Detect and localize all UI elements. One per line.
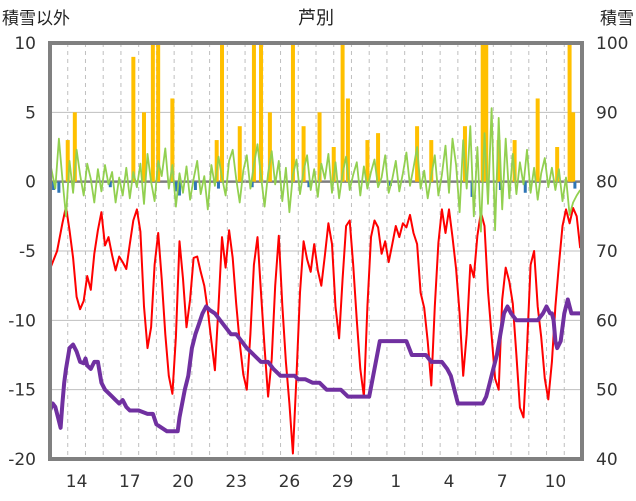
- snowfall-bar: [259, 43, 264, 182]
- snowfall-bar: [365, 140, 370, 182]
- y-tick-label-right: 40: [596, 450, 618, 470]
- y-tick-label-left: 5: [25, 103, 36, 123]
- y-tick-label-left: -5: [19, 242, 36, 262]
- y-tick-label-right: 80: [596, 173, 618, 193]
- snowfall-bar: [220, 43, 225, 182]
- x-tick-label: 4: [444, 472, 455, 492]
- snowfall-bar: [429, 140, 434, 182]
- y-axis-label-left: 積雪以外: [2, 9, 70, 29]
- snowfall-bar: [567, 43, 572, 182]
- snowfall-bar: [267, 112, 272, 182]
- y-tick-label-right: 50: [596, 381, 618, 401]
- line-series: [48, 107, 582, 455]
- y-tick-label-right: 70: [596, 242, 618, 262]
- x-tick-label: 10: [545, 472, 567, 492]
- temp_change-line: [49, 107, 581, 233]
- x-tick-label: 29: [332, 472, 354, 492]
- snowfall-bar: [480, 43, 485, 182]
- snowfall-bar: [237, 126, 242, 182]
- x-tick-label: 23: [225, 472, 247, 492]
- x-tick-label: 20: [172, 472, 194, 492]
- x-tick-label: 26: [279, 472, 301, 492]
- snowfall-bar: [301, 126, 306, 182]
- snowfall-bar: [150, 43, 155, 182]
- y-tick-label-left: -15: [8, 381, 36, 401]
- y-axis-label-right: 積雪: [600, 9, 634, 29]
- negative_bar-bar: [57, 181, 61, 193]
- snowfall-bar: [376, 133, 381, 182]
- snowfall-bar: [496, 140, 501, 182]
- snowfall-bar: [65, 140, 70, 182]
- snowfall-bar: [214, 140, 219, 182]
- x-tick-label: 1: [390, 472, 401, 492]
- snowfall-bar: [317, 112, 322, 182]
- snowfall-bar: [345, 98, 350, 182]
- plot-frame: [48, 41, 584, 461]
- temperature-line: [49, 205, 582, 455]
- y-tick-label-right: 90: [596, 103, 618, 123]
- snowfall-bar: [251, 43, 256, 182]
- negative_bar-bar: [52, 181, 56, 190]
- y-tick-label-right: 100: [596, 34, 628, 54]
- snowfall-bar: [141, 112, 146, 182]
- snowfall-bar: [331, 147, 336, 182]
- snowfall-bar: [340, 43, 345, 182]
- snow_depth-line: [48, 297, 581, 434]
- snowfall-bar: [156, 43, 161, 182]
- negative_bar-bar: [250, 181, 254, 188]
- negative_bar-bar: [523, 181, 527, 193]
- snowfall-bar: [535, 98, 540, 182]
- negative_bar-bar: [573, 181, 577, 189]
- negative_bar-bar: [177, 181, 181, 196]
- chart-title: 芦別: [298, 8, 334, 29]
- x-tick-label: 14: [66, 472, 88, 492]
- x-tick-label: 17: [119, 472, 141, 492]
- negative_bar-bar: [307, 181, 311, 188]
- negative_bar-bar: [108, 181, 112, 188]
- y-tick-label-left: 10: [14, 34, 36, 54]
- snowfall-bar: [512, 140, 517, 182]
- snowfall-bar: [72, 112, 77, 182]
- snowfall-bar: [170, 98, 175, 182]
- snowfall-bar: [131, 56, 136, 182]
- y-tick-label-left: 0: [25, 173, 36, 193]
- snowfall-bar: [571, 112, 576, 182]
- y-tick-label-left: -10: [8, 311, 36, 331]
- y-tick-label-left: -20: [8, 450, 36, 470]
- snowfall-bar: [290, 43, 295, 182]
- negative_bar-bar: [174, 181, 178, 192]
- negative_bar-bar: [193, 181, 197, 190]
- y-tick-label-right: 60: [596, 311, 618, 331]
- snowfall-bar: [484, 43, 489, 182]
- snowfall-bar: [555, 147, 560, 182]
- negative_bar-bar: [216, 181, 220, 189]
- x-tick-label: 7: [497, 472, 508, 492]
